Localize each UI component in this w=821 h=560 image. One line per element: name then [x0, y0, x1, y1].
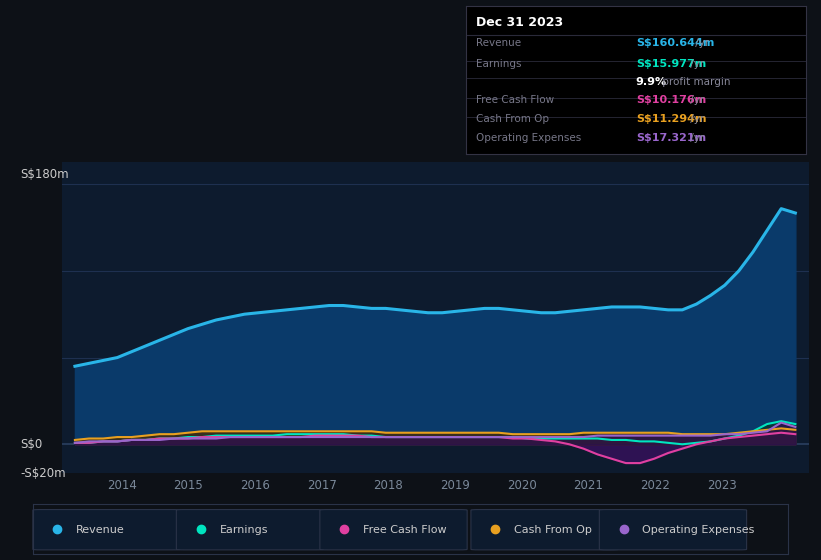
Text: /yr: /yr	[692, 38, 709, 48]
Text: -S$20m: -S$20m	[21, 466, 67, 480]
Text: /yr: /yr	[686, 59, 704, 69]
Text: Operating Expenses: Operating Expenses	[642, 525, 754, 535]
Text: /yr: /yr	[686, 114, 704, 124]
Text: Free Cash Flow: Free Cash Flow	[363, 525, 447, 535]
Text: Free Cash Flow: Free Cash Flow	[475, 95, 554, 105]
Text: S$0: S$0	[21, 438, 43, 451]
Text: Operating Expenses: Operating Expenses	[475, 133, 581, 143]
Text: Dec 31 2023: Dec 31 2023	[475, 16, 563, 29]
Text: S$15.977m: S$15.977m	[635, 59, 706, 69]
FancyBboxPatch shape	[320, 510, 467, 550]
FancyBboxPatch shape	[33, 510, 180, 550]
Text: profit margin: profit margin	[659, 77, 731, 87]
Text: Cash From Op: Cash From Op	[514, 525, 592, 535]
FancyBboxPatch shape	[599, 510, 746, 550]
FancyBboxPatch shape	[471, 510, 618, 550]
Text: Revenue: Revenue	[76, 525, 125, 535]
FancyBboxPatch shape	[177, 510, 323, 550]
Text: Cash From Op: Cash From Op	[475, 114, 548, 124]
Text: Revenue: Revenue	[475, 38, 521, 48]
Text: S$17.321m: S$17.321m	[635, 133, 706, 143]
Text: S$11.294m: S$11.294m	[635, 114, 706, 124]
Text: Earnings: Earnings	[219, 525, 268, 535]
Text: S$180m: S$180m	[21, 168, 69, 181]
Text: S$160.644m: S$160.644m	[635, 38, 714, 48]
Text: /yr: /yr	[686, 95, 704, 105]
Text: S$10.176m: S$10.176m	[635, 95, 706, 105]
Text: Earnings: Earnings	[475, 59, 521, 69]
Text: 9.9%: 9.9%	[635, 77, 667, 87]
Text: /yr: /yr	[686, 133, 704, 143]
